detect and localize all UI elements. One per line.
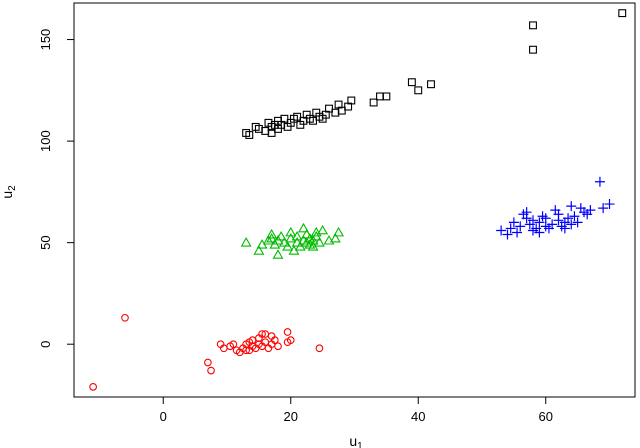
data-point-triangle [317, 224, 329, 235]
data-point-square [280, 114, 289, 123]
data-point-square [267, 129, 276, 137]
data-point-plus [566, 201, 577, 212]
y-axis: 0 50 100 150 [38, 29, 75, 348]
data-point-square [337, 106, 346, 115]
y-tick-label: 150 [38, 29, 53, 51]
data-point-triangle [240, 237, 252, 247]
data-point-circle [274, 342, 282, 351]
data-point-plus [604, 199, 615, 210]
y-tick-label: 100 [38, 130, 53, 152]
data-point-plus [598, 203, 609, 214]
data-point-plus [515, 221, 526, 232]
data-point-triangle [313, 237, 325, 247]
data-point-circle [286, 336, 295, 344]
data-point-plus [553, 209, 564, 220]
data-point-plus [512, 227, 523, 238]
data-point-circle [89, 382, 97, 391]
x-tick-label: 20 [284, 409, 298, 424]
data-point-square [529, 21, 537, 30]
data-point-square [261, 126, 270, 135]
data-point-circle [229, 340, 238, 349]
data-point-triangle [301, 228, 313, 239]
data-point-square [347, 96, 356, 105]
data-point-triangle [329, 232, 341, 243]
data-point-triangle [272, 249, 284, 259]
data-point-plus [496, 225, 507, 236]
data-point-plus [528, 215, 538, 226]
y-axis-label: u2 [0, 185, 18, 199]
data-points [89, 9, 627, 391]
data-point-plus [502, 229, 513, 240]
data-point-triangle [285, 226, 297, 237]
x-tick-label: 0 [160, 409, 167, 424]
data-point-square [382, 92, 391, 101]
data-point-triangle [262, 235, 274, 245]
data-point-triangle [291, 237, 303, 247]
data-point-plus [521, 207, 532, 218]
data-point-plus [594, 176, 605, 187]
data-point-triangle [298, 222, 309, 233]
data-point-square [293, 112, 302, 121]
data-point-circle [242, 346, 250, 355]
data-point-plus [534, 227, 545, 238]
data-point-triangle [323, 235, 335, 245]
data-point-circle [258, 330, 266, 338]
data-point-plus [572, 217, 583, 228]
data-point-triangle [253, 245, 265, 255]
data-point-plus [547, 219, 558, 230]
y-tick-label: 50 [38, 235, 53, 249]
data-point-square [618, 9, 627, 18]
data-point-triangle [285, 232, 297, 243]
data-point-plus [505, 223, 516, 234]
data-point-square [309, 116, 318, 125]
data-point-square [331, 108, 340, 117]
data-point-square [245, 131, 254, 139]
data-point-square [414, 86, 423, 95]
data-point-circle [207, 366, 215, 375]
data-point-plus [559, 223, 570, 234]
data-point-triangle [282, 241, 294, 251]
x-axis-label: u1 [349, 433, 363, 448]
data-point-plus [563, 213, 574, 224]
data-point-plus [585, 205, 596, 216]
plot-area-frame [73, 2, 636, 398]
data-point-triangle [333, 226, 345, 237]
data-point-triangle [275, 230, 287, 241]
data-point-square [376, 92, 384, 101]
data-point-square [529, 45, 537, 54]
x-axis: 0 20 40 60 [160, 396, 553, 424]
data-point-triangle [266, 228, 278, 239]
data-point-square [369, 98, 378, 107]
data-point-circle [283, 328, 292, 336]
data-point-square [407, 78, 416, 87]
data-point-circle [270, 336, 279, 344]
data-point-plus [569, 211, 580, 222]
data-point-circle [121, 313, 129, 322]
x-tick-label: 40 [411, 409, 425, 424]
data-point-circle [245, 346, 254, 355]
data-point-plus [540, 213, 551, 224]
data-point-plus [534, 217, 545, 228]
data-point-plus [566, 219, 577, 230]
y-tick-label: 0 [38, 341, 53, 348]
data-point-triangle [310, 226, 322, 237]
data-point-square [427, 80, 435, 89]
data-point-plus [508, 217, 519, 228]
x-tick-label: 60 [539, 409, 553, 424]
data-point-square [325, 104, 333, 113]
data-point-circle [204, 358, 212, 367]
data-point-triangle [291, 230, 303, 241]
data-point-circle [315, 344, 324, 353]
